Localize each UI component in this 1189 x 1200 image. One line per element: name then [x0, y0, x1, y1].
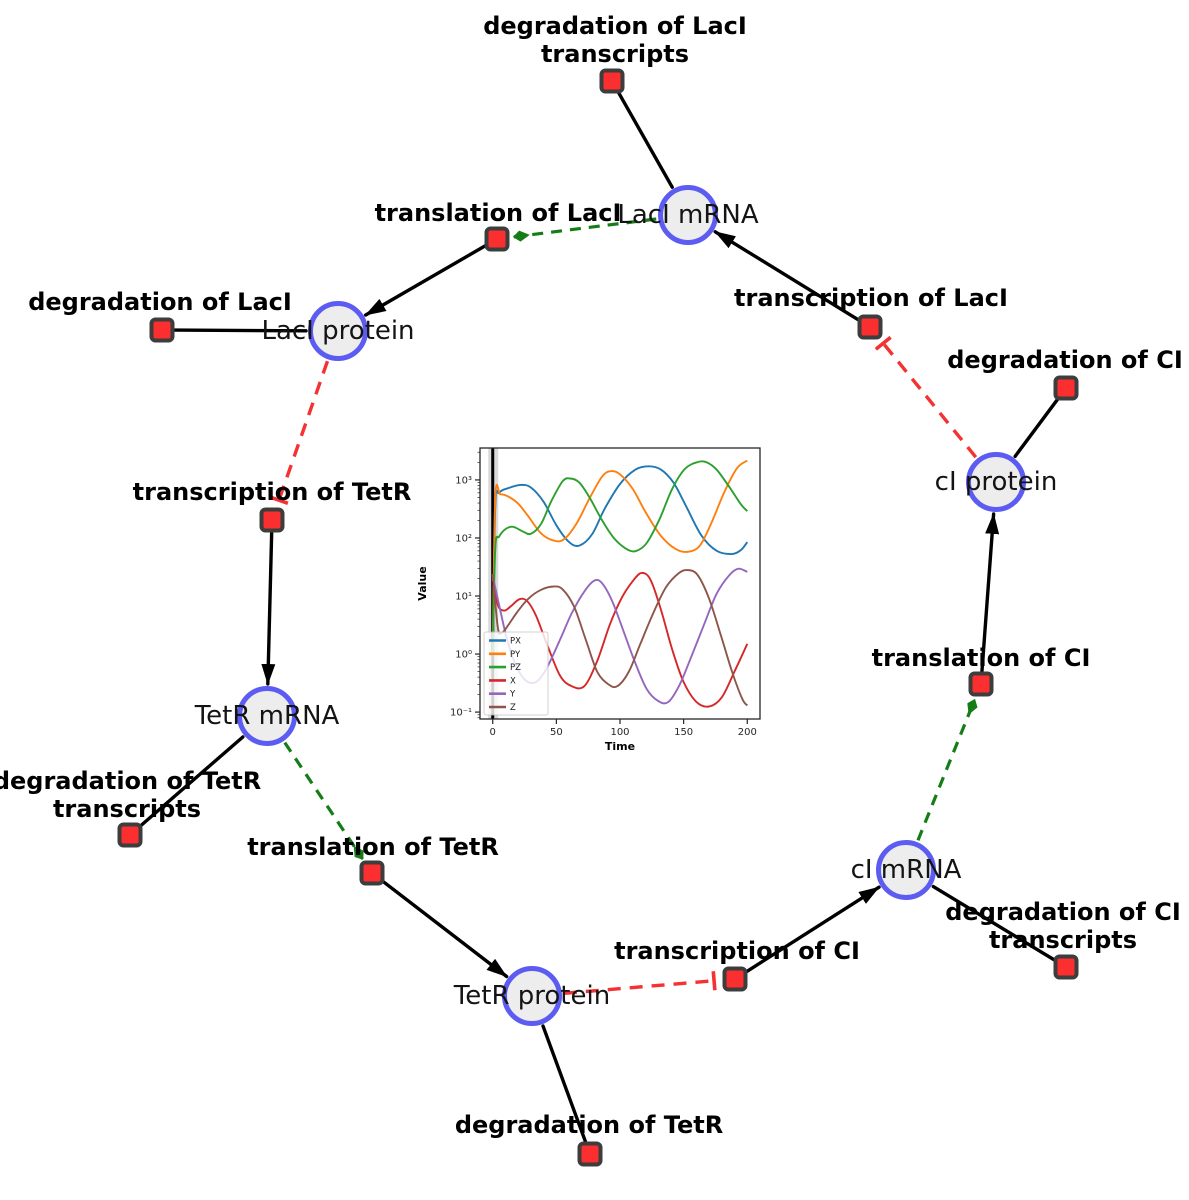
legend-label-Z: Z	[510, 703, 516, 713]
reaction-label-line: translation of CI	[871, 644, 1091, 672]
species-node-tetr-protein[interactable]	[502, 966, 562, 1026]
species-node-laci-mrna[interactable]	[658, 185, 718, 245]
y-axis-label: Value	[416, 566, 429, 600]
edge-consumption	[173, 328, 308, 333]
reaction-label-line: transcription of TetR	[132, 478, 412, 506]
reaction-label-line: degradation of LacI	[28, 288, 292, 316]
edge-production	[380, 879, 509, 979]
edge-production	[713, 230, 861, 322]
edge-modifier	[512, 217, 657, 242]
species-node-ci-mrna[interactable]	[876, 840, 936, 900]
legend-label-PY: PY	[510, 650, 521, 660]
edge-production	[744, 885, 881, 974]
edge-inhibition	[874, 335, 978, 459]
edge-inhibition	[563, 971, 717, 996]
reaction-node-degradation-of-tetr-transcripts[interactable]	[117, 822, 143, 848]
y-tick-label: 10³	[455, 475, 472, 486]
reaction-label-degradation-of-tetr-transcripts: degradation of TetR transcripts	[0, 767, 261, 823]
edge-production	[363, 243, 488, 317]
reaction-label-line: transcription of LacI	[734, 284, 1008, 312]
reaction-node-degradation-of-laci-transcripts[interactable]	[599, 68, 625, 94]
reaction-label-transcription-of-ci: transcription of CI	[614, 937, 860, 965]
chart-line-X	[491, 571, 749, 708]
y-tick-label: 10⁰	[455, 650, 472, 661]
species-label-laci-protein: LacI protein	[261, 316, 415, 346]
edge-consumption	[541, 1024, 588, 1144]
x-tick-label: 100	[610, 727, 629, 738]
reaction-label-line: transcripts	[988, 926, 1138, 954]
reaction-label-translation-of-laci: translation of LacI	[375, 199, 622, 227]
reaction-label-degradation-of-ci: degradation of CI	[947, 346, 1183, 374]
reaction-label-line: transcripts	[540, 40, 690, 68]
reaction-label-line: degradation of TetR	[454, 1111, 724, 1139]
reaction-node-degradation-of-laci[interactable]	[149, 317, 175, 343]
species-node-laci-protein[interactable]	[308, 301, 368, 361]
reaction-label-line: translation of TetR	[247, 833, 499, 861]
edge-consumption	[1013, 396, 1060, 459]
y-tick-label: 10¹	[455, 592, 472, 603]
x-tick-label: 50	[550, 727, 563, 738]
x-tick-label: 150	[674, 727, 693, 738]
edge-modifier	[283, 741, 364, 860]
edge-consumption	[616, 90, 674, 189]
reaction-label-transcription-of-laci: transcription of LacI	[734, 284, 1008, 312]
reaction-label-translation-of-tetr: translation of TetR	[247, 833, 499, 861]
x-tick-label: 0	[490, 727, 496, 738]
reaction-node-translation-of-laci[interactable]	[484, 226, 510, 252]
reaction-label-line: degradation of CI	[947, 346, 1183, 374]
edge-production	[980, 512, 1000, 673]
species-label-ci-protein: cI protein	[934, 467, 1058, 497]
reaction-label-degradation-of-ci-transcripts: degradation of CI transcripts	[945, 898, 1181, 954]
reaction-node-translation-of-ci[interactable]	[968, 671, 994, 697]
reaction-node-degradation-of-tetr[interactable]	[577, 1141, 603, 1167]
x-tick-label: 200	[738, 727, 757, 738]
reaction-node-transcription-of-ci[interactable]	[722, 966, 748, 992]
reaction-label-line: degradation of LacI	[483, 12, 747, 40]
legend-label-PZ: PZ	[510, 663, 521, 673]
reaction-label-degradation-of-laci: degradation of LacI	[28, 288, 292, 316]
edge-production	[261, 531, 276, 686]
legend-label-Y: Y	[509, 690, 516, 700]
chart-line-Z	[491, 569, 749, 707]
species-node-tetr-mrna[interactable]	[237, 686, 297, 746]
legend-label-X: X	[510, 676, 516, 686]
reaction-label-line: translation of LacI	[374, 199, 622, 227]
reaction-node-degradation-of-ci[interactable]	[1053, 375, 1079, 401]
reaction-label-line: degradation of CI	[945, 898, 1181, 926]
reaction-label-transcription-of-tetr: transcription of TetR	[133, 478, 412, 506]
chart-legend: PX PY PZ XYZ	[483, 631, 549, 716]
chart-line-PX	[491, 465, 749, 655]
species-label-ci-mrna: cI mRNA	[850, 855, 962, 885]
y-tick-label: 10⁻¹	[450, 708, 472, 719]
species-label-laci-mrna: LacI mRNA	[617, 200, 759, 230]
reaction-label-degradation-of-laci-transcripts: degradation of LacI transcripts	[483, 12, 747, 68]
edge-consumption	[138, 735, 245, 829]
species-node-ci-protein[interactable]	[966, 452, 1026, 512]
reaction-node-transcription-of-laci[interactable]	[857, 314, 883, 340]
species-label-tetr-mrna: TetR mRNA	[194, 701, 340, 731]
reaction-label-translation-of-ci: translation of CI	[872, 644, 1091, 672]
edge-consumption	[931, 884, 1057, 962]
legend-label-PX: PX	[510, 637, 521, 647]
reaction-label-line: transcripts	[52, 795, 202, 823]
edge-inhibition	[269, 360, 330, 506]
species-label-tetr-protein: TetR protein	[453, 981, 611, 1011]
inset-timeseries-chart: 0 50 100 150 20010³10²10¹10⁰10⁻¹TimeValuePXP…	[416, 447, 761, 753]
reaction-node-translation-of-tetr[interactable]	[359, 860, 385, 886]
reaction-label-line: transcription of CI	[614, 937, 860, 965]
reaction-node-degradation-of-ci-transcripts[interactable]	[1053, 954, 1079, 980]
chart-line-PY	[491, 459, 748, 655]
chart-series-group	[491, 459, 749, 708]
chart-line-PZ	[491, 460, 748, 655]
edge-modifier	[916, 698, 978, 841]
x-axis-label: Time	[605, 740, 635, 753]
reaction-node-transcription-of-tetr[interactable]	[259, 507, 285, 533]
reaction-label-line: degradation of TetR	[0, 767, 262, 795]
y-tick-label: 10²	[455, 533, 472, 544]
reaction-label-degradation-of-tetr: degradation of TetR	[455, 1111, 723, 1139]
